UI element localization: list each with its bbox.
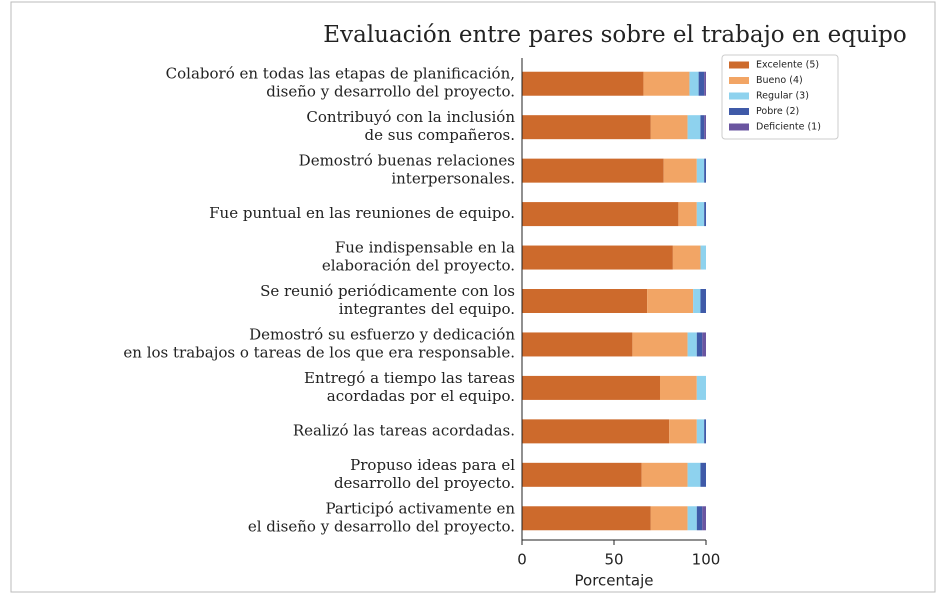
bar-segment [704,115,706,140]
bar-segment [672,245,701,270]
legend-label: Regular (3) [756,91,809,102]
legend-label: Pobre (2) [756,106,799,117]
bar-segment [632,332,688,357]
bar-segment [522,289,648,313]
frame [10,1,936,593]
y-tick-label-line: Fue indispensable en la [335,239,515,257]
y-tick-label: Fue puntual en las reuniones de equipo. [209,204,515,222]
legend-swatch [729,92,749,100]
y-tick-label-line: Se reunió periódicamente con los [260,282,515,300]
y-tick-label-line: elaboración del proyecto. [322,257,515,275]
bar-segment [669,419,697,444]
bar-segment [522,419,670,444]
x-tick-label: 0 [517,551,527,569]
legend-swatch [729,108,749,115]
bar-segment [522,71,644,96]
bar-segment [700,245,706,270]
bar-segment [650,115,688,140]
y-tick-label-line: de sus compañeros. [365,126,515,144]
y-tick-label-line: interpersonales. [391,170,515,188]
bar-segment [647,289,694,313]
y-tick-label-line: Entregó a tiempo las tareas [304,369,515,387]
bar-segment [704,71,706,96]
bar-segment [522,202,679,227]
y-tick-label-line: Demostró su esfuerzo y dedicación [249,325,515,343]
x-tick-label: 100 [692,551,721,569]
bar-segment [702,506,706,531]
x-tick-label: 50 [604,551,623,569]
y-tick-label-line: acordadas por el equipo. [327,387,515,405]
bar-segment [522,462,642,487]
y-tick-label: Entregó a tiempo las tareas acordadas por… [304,369,515,405]
y-tick-label-line: Fue puntual en las reuniones de equipo. [209,204,515,222]
y-tick-label: Realizó las tareas acordadas. [293,421,515,439]
bar-segment [704,419,706,444]
y-tick-label-line: en los trabajos o tareas de los que era … [123,343,515,361]
bar-segment [696,158,705,183]
y-tick-label: Demostró su esfuerzo y dedicación en los … [123,325,515,361]
legend-swatch [729,61,749,69]
bar-segment [696,506,703,531]
legend-box [721,54,839,140]
bar-segment [689,71,699,96]
legend-swatch [729,77,749,84]
bar-segment [522,245,673,270]
bar-segment [650,506,688,531]
y-tick-label: Colaboró en todas las etapas de planific… [166,65,515,101]
bar-segment [522,506,651,531]
bar-segment [687,332,697,357]
bar-segment [700,115,705,140]
y-tick-label-line: el diseño y desarrollo del proyecto. [248,517,515,535]
bar-segment [522,158,664,183]
bar-segment [641,462,688,487]
bar-segment [696,419,705,444]
y-tick-label-line: Participó activamente en [325,499,515,517]
bar-segment [687,506,697,531]
bar-segment [700,462,706,487]
legend-label: Excelente (5) [756,60,819,71]
bar-segment [702,332,706,357]
y-tick-label-line: Contribuyó con la inclusión [306,108,515,126]
legend-label: Deficiente (1) [756,122,821,133]
y-tick-label-line: integrantes del equipo. [339,300,515,318]
y-tick-label: Se reunió periódicamente con los integran… [260,282,515,318]
bar-segment [643,71,690,96]
bar-segment [704,202,706,227]
y-tick-label-line: Realizó las tareas acordadas. [293,421,515,439]
bar-segment [660,375,697,400]
legend-label: Bueno (4) [756,75,803,86]
legend-swatch [729,123,749,131]
bar-segment [693,289,701,313]
bar-segment [696,332,703,357]
y-tick-label: Demostró buenas relaciones interpersonale… [299,152,515,188]
y-tick-label: Fue indispensable en la elaboración del p… [322,239,515,275]
bar-segment [522,332,633,357]
y-tick-label: Participó activamente en el diseño y desa… [248,499,516,535]
bar-segment [687,462,701,487]
bar-segment [698,71,705,96]
y-tick-label-line: Colaboró en todas las etapas de planific… [166,65,515,83]
bar-segment [696,202,705,227]
bar-segment [663,158,697,183]
y-tick-label-line: Propuso ideas para el [350,456,515,474]
bar-segment [704,158,706,183]
bar-segment [522,375,660,400]
y-tick-label-line: Demostró buenas relaciones [299,152,515,170]
y-tick-label: Propuso ideas para el desarrollo del proy… [334,456,515,492]
chart-title: Evaluación entre pares sobre el trabajo … [323,22,906,48]
bar-segment [522,115,651,140]
bar-segment [687,115,701,140]
bar-segment [696,375,706,400]
y-tick-label-line: desarrollo del proyecto. [334,474,515,492]
y-tick-label-line: diseño y desarrollo del proyecto. [266,83,515,101]
y-tick-label: Contribuyó con la inclusión de sus compañ… [306,108,515,144]
bar-segment [678,202,697,227]
bar-segment [700,289,706,313]
x-axis-label: Porcentaje [575,572,654,590]
